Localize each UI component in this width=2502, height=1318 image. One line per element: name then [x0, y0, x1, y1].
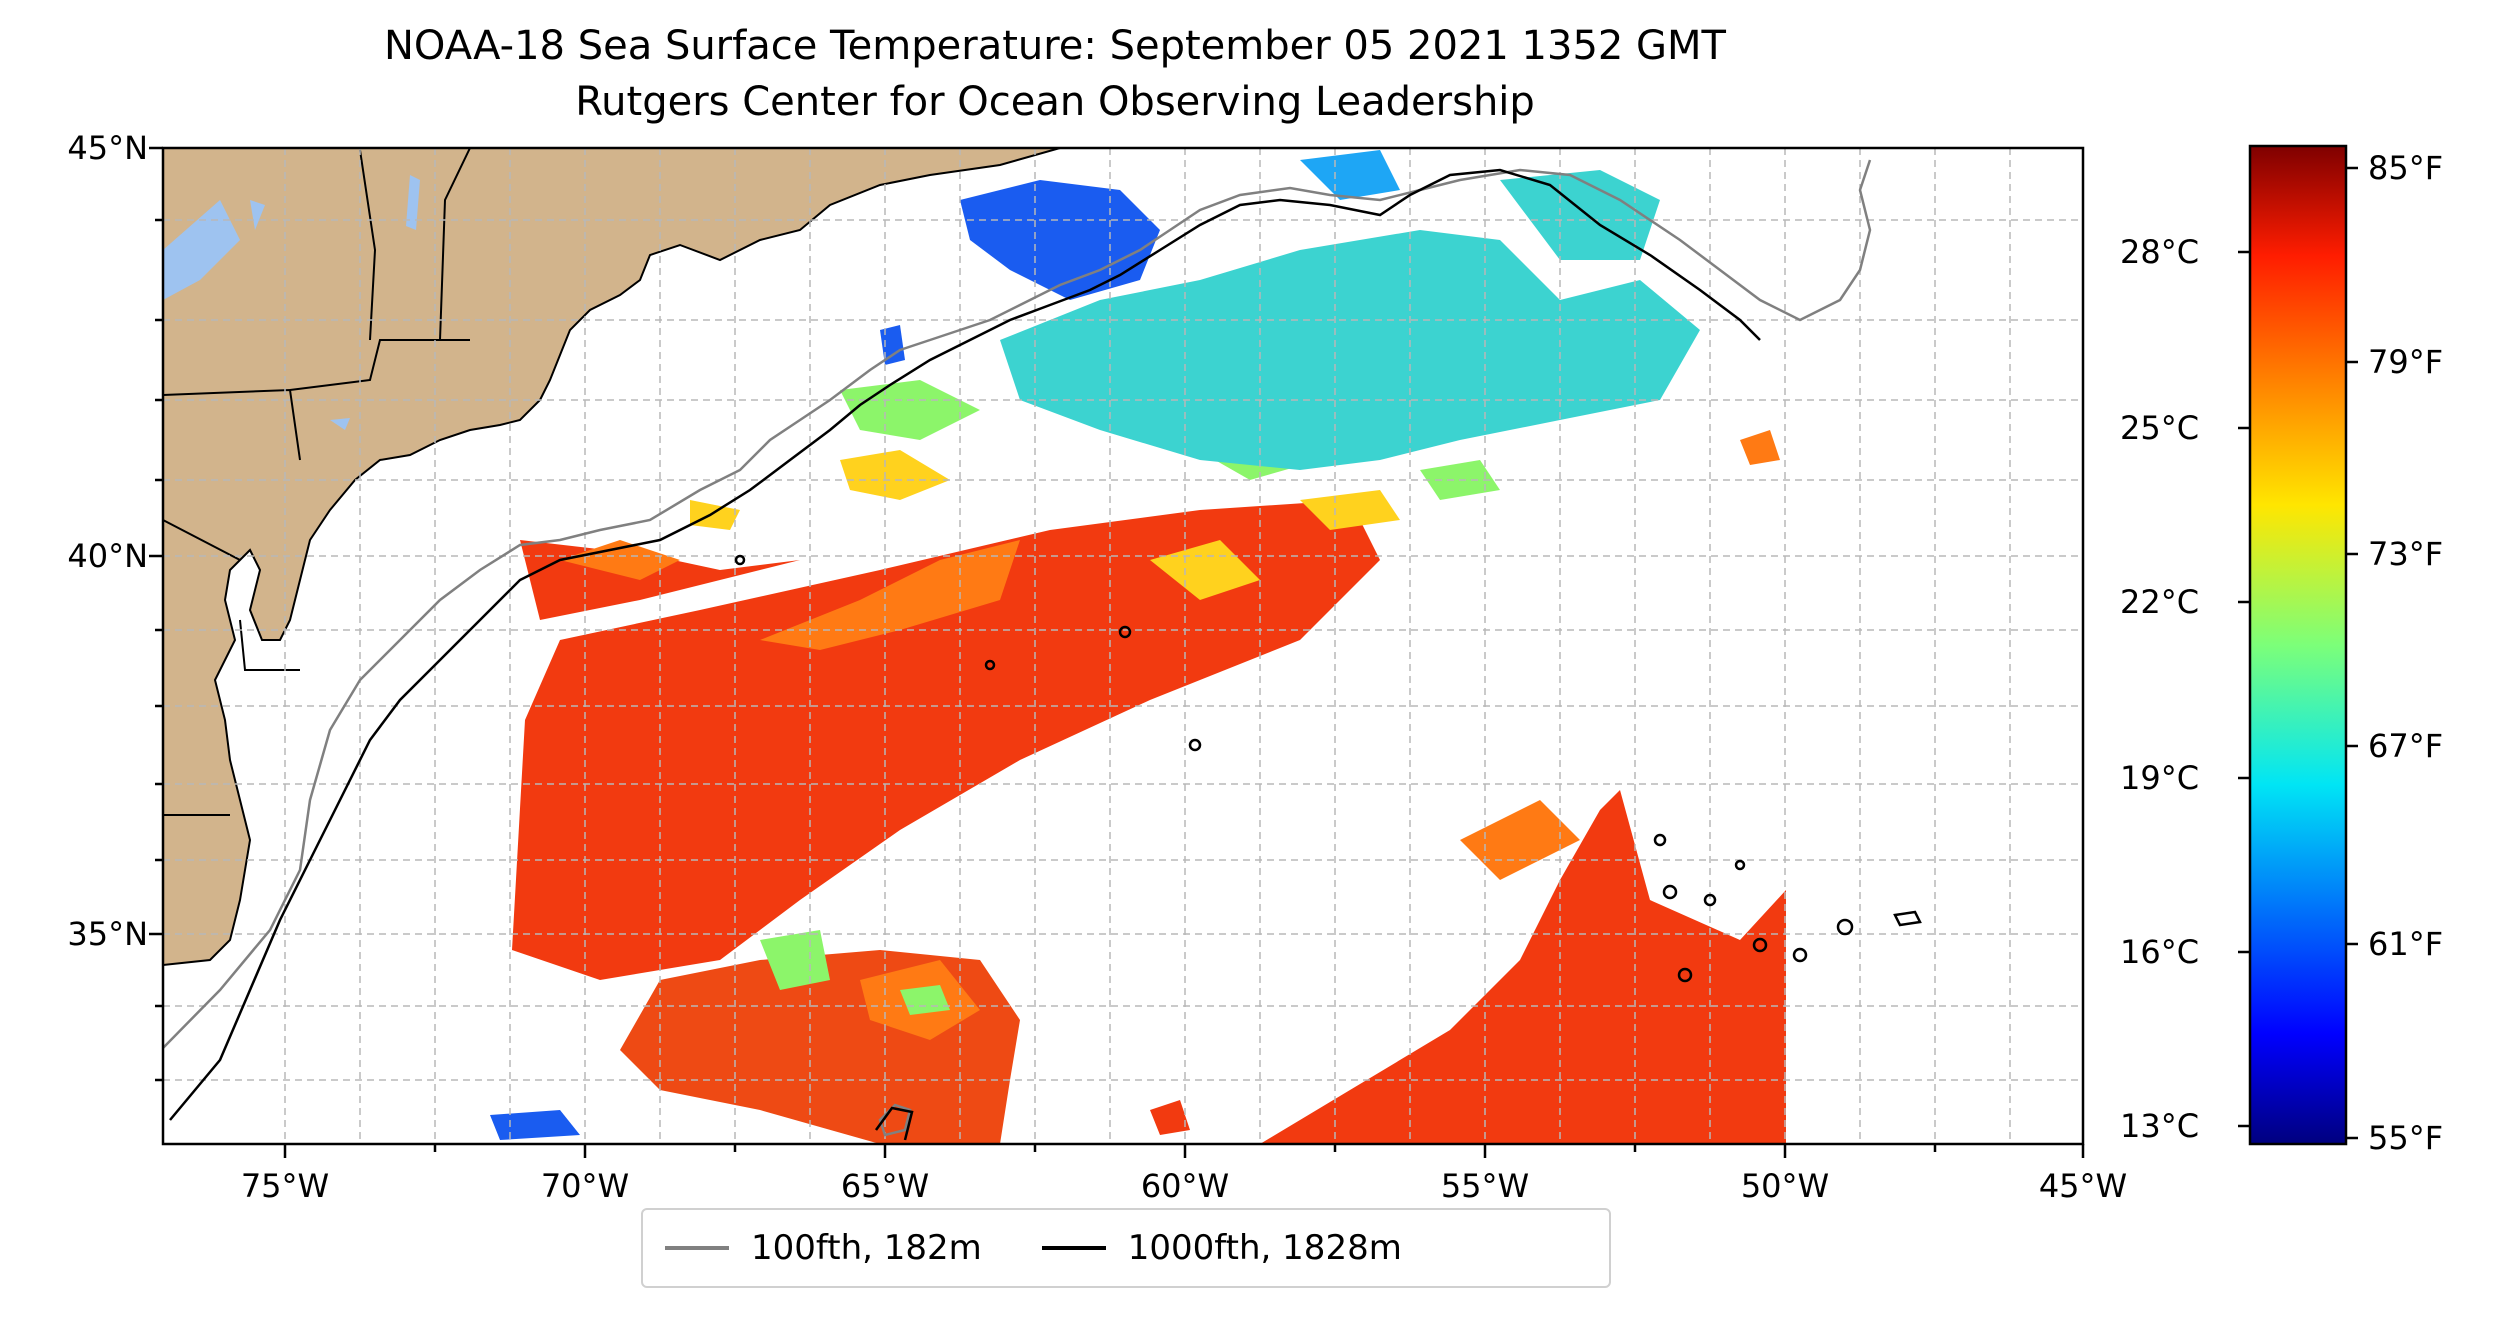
- contour-legend: 100fth, 182m 1000fth, 1828m: [641, 1208, 1611, 1288]
- lat-label-35n: 35°N: [67, 915, 148, 953]
- contour-100fth: [163, 159, 1872, 1049]
- colorbar-label-73f: 73°F: [2368, 535, 2444, 573]
- map-ticks: [149, 146, 2085, 1158]
- colorbar-ticks: [2238, 166, 2358, 1140]
- lon-label-65w: 65°W: [840, 1167, 930, 1205]
- colorbar-label-25c: 25°C: [2120, 409, 2200, 447]
- colorbar: [2248, 144, 2348, 1146]
- lon-label-55w: 55°W: [1440, 1167, 1530, 1205]
- lon-label-45w: 45°W: [2038, 1167, 2128, 1205]
- colorbar-label-55f: 55°F: [2368, 1119, 2444, 1157]
- colorbar-label-67f: 67°F: [2368, 727, 2444, 765]
- lat-label-45n: 45°N: [67, 129, 148, 167]
- state-borders: [163, 148, 471, 816]
- map-subtitle: Rutgers Center for Ocean Observing Leade…: [575, 79, 1535, 125]
- colorbar-label-13c: 13°C: [2120, 1107, 2200, 1145]
- colorbar-label-16c: 16°C: [2120, 933, 2200, 971]
- legend-swatch-100fth: [665, 1246, 729, 1250]
- colorbar-label-28c: 28°C: [2120, 233, 2200, 271]
- legend-swatch-1000fth: [1041, 1246, 1106, 1250]
- legend-label-1000fth: 1000fth, 1828m: [1127, 1228, 1402, 1268]
- lon-label-75w: 75°W: [240, 1167, 330, 1205]
- legend-item-100fth: 100fth, 182m: [665, 1228, 982, 1268]
- lon-label-60w: 60°W: [1140, 1167, 1230, 1205]
- sst-yellow-patches: [690, 450, 1400, 600]
- lon-label-70w: 70°W: [540, 1167, 630, 1205]
- map-title: NOAA-18 Sea Surface Temperature: Septemb…: [384, 23, 1726, 69]
- seamount-contours: [734, 554, 1922, 1141]
- legend-item-1000fth: 1000fth, 1828m: [1041, 1228, 1402, 1268]
- colorbar-label-22c: 22°C: [2120, 583, 2200, 621]
- map-gridlines: [163, 148, 2083, 1144]
- lat-label-40n: 40°N: [67, 537, 148, 575]
- legend-label-100fth: 100fth, 182m: [751, 1228, 982, 1268]
- contour-1000fth: [169, 168, 1761, 1121]
- lon-label-50w: 50°W: [1740, 1167, 1830, 1205]
- colorbar-label-79f: 79°F: [2368, 343, 2444, 381]
- colorbar-label-61f: 61°F: [2368, 925, 2444, 963]
- lakes: [163, 175, 420, 430]
- map-frame: [161, 146, 2085, 1146]
- land-mass: [163, 148, 1061, 967]
- colorbar-label-19c: 19°C: [2120, 759, 2200, 797]
- colorbar-label-85f: 85°F: [2368, 149, 2444, 187]
